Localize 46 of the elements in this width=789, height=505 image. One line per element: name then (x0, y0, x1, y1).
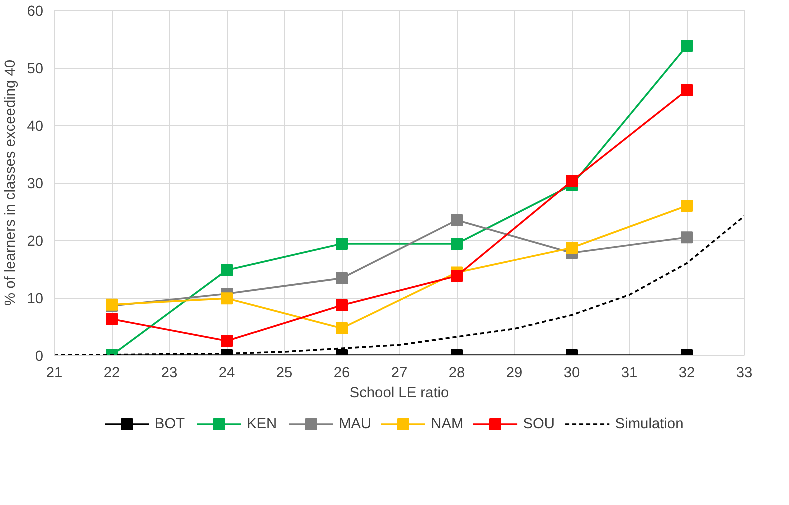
x-tick-label: 28 (448, 366, 466, 382)
x-tick-label: 29 (506, 366, 523, 382)
x-tick-label: 32 (678, 366, 696, 382)
x-tick-label: 23 (161, 366, 178, 382)
legend-label: KEN (247, 416, 278, 432)
legend-label: BOT (154, 416, 186, 432)
line-series (54, 215, 744, 356)
x-tick-label: 24 (218, 366, 236, 382)
point (336, 322, 348, 334)
point (336, 272, 348, 284)
point (681, 232, 693, 244)
point (221, 335, 233, 348)
y-axis-title: % of learners in classes exceeding 40 (3, 60, 20, 306)
x-tick-label: 27 (391, 366, 408, 382)
x-tick-label: 31 (621, 366, 638, 382)
legend-label: SOU (523, 416, 555, 432)
legend-label: NAM (431, 416, 464, 432)
y-tick-label: 60 (27, 4, 44, 20)
y-tick-label: 20 (27, 234, 44, 250)
x-tick-label: 25 (276, 366, 293, 382)
point (336, 238, 348, 250)
legend-label: Simulation (615, 416, 684, 432)
y-tick-label: 40 (27, 119, 44, 135)
y-tick-label: 0 (35, 349, 44, 365)
point (336, 299, 348, 312)
x-tick-label: 30 (564, 366, 580, 382)
point (221, 264, 233, 276)
y-tick-label: 30 (27, 176, 44, 192)
point (681, 200, 693, 212)
y-tick-label: 10 (27, 292, 44, 308)
point (451, 238, 463, 250)
x-tick-label: 21 (46, 366, 63, 382)
point (451, 270, 463, 282)
x-tick-label: 26 (334, 366, 350, 382)
y-tick-label: 50 (27, 62, 44, 78)
legend-label: MAU (339, 416, 372, 432)
point (566, 175, 578, 188)
x-tick-label: 33 (736, 366, 753, 382)
x-tick-label: 22 (104, 366, 120, 382)
point (681, 84, 693, 96)
x-axis-title: School LE ratio (350, 386, 450, 402)
point (106, 313, 118, 326)
point (221, 292, 233, 305)
point (451, 214, 463, 226)
point (566, 242, 578, 254)
point (681, 40, 693, 52)
